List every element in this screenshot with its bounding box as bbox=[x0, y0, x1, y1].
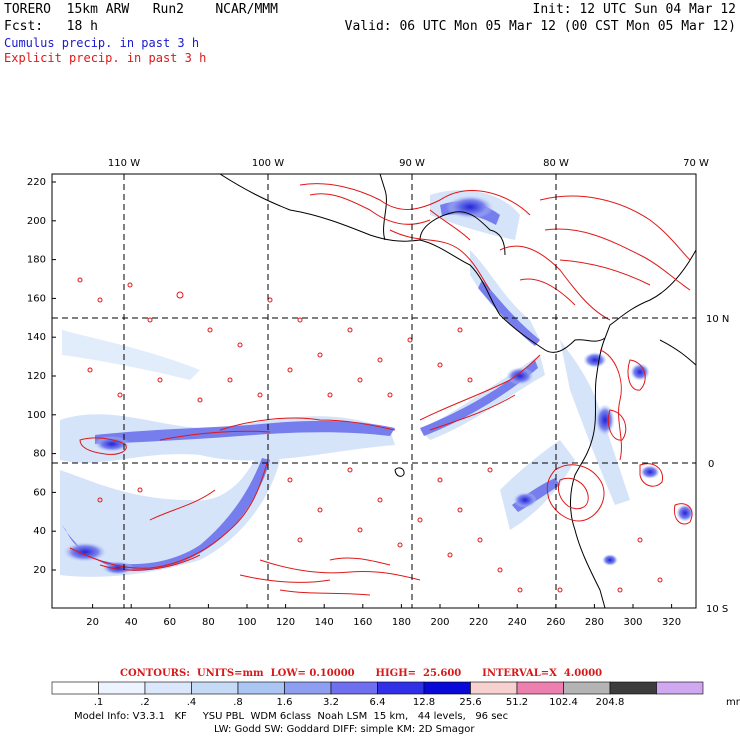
colorbar-swatch bbox=[563, 681, 611, 695]
map-field bbox=[52, 174, 696, 608]
colorbar-swatch bbox=[656, 681, 704, 695]
coastline bbox=[219, 174, 696, 608]
x-tick-label: 260 bbox=[546, 617, 565, 628]
colorbar-label: 204.8 bbox=[596, 697, 625, 708]
colorbar-label: .1 bbox=[94, 697, 104, 708]
colorbar-swatch bbox=[191, 681, 239, 695]
colorbar-swatch bbox=[377, 681, 425, 695]
lon-label: 110 W bbox=[108, 158, 140, 169]
y-tick-label: 40 bbox=[33, 526, 46, 537]
x-tick-label: 220 bbox=[469, 617, 488, 628]
x-tick-label: 80 bbox=[202, 617, 215, 628]
colorbar-swatch bbox=[237, 681, 285, 695]
colorbar-label: 102.4 bbox=[549, 697, 578, 708]
cumulus-legend: Cumulus precip. in past 3 h bbox=[4, 36, 200, 50]
grid-y-ticks: 220 200 180 160 140 120 100 80 60 40 20 bbox=[27, 177, 56, 576]
colorbar-swatch bbox=[330, 681, 378, 695]
x-tick-label: 180 bbox=[392, 617, 411, 628]
explicit-precip-cells bbox=[77, 277, 663, 593]
y-tick-label: 220 bbox=[27, 177, 46, 188]
y-tick-label: 60 bbox=[33, 487, 46, 498]
x-tick-label: 20 bbox=[86, 617, 99, 628]
lat-label: 10 N bbox=[706, 314, 729, 325]
explicit-legend: Explicit precip. in past 3 h bbox=[4, 51, 207, 65]
x-tick-label: 60 bbox=[163, 617, 176, 628]
colorbar-swatch bbox=[98, 681, 146, 695]
model-info-line1: Model Info: V3.3.1 KF YSU PBL WDM 6class… bbox=[74, 711, 509, 722]
y-tick-label: 120 bbox=[27, 371, 46, 382]
colorbar-label: .8 bbox=[233, 697, 243, 708]
model-info-line2: LW: Godd SW: Goddard DIFF: simple KM: 2D… bbox=[214, 724, 475, 735]
y-tick-label: 200 bbox=[27, 216, 46, 227]
x-tick-label: 160 bbox=[353, 617, 372, 628]
grid-x-ticks: 20 40 60 80 100 120 140 160 180 200 220 240 260 280 30… bbox=[86, 604, 681, 628]
explicit-precip-contours bbox=[69, 183, 693, 596]
lon-label: 90 W bbox=[399, 158, 425, 169]
plot-frame bbox=[51, 173, 697, 609]
lon-label: 100 W bbox=[252, 158, 284, 169]
colorbar-swatch bbox=[516, 681, 564, 695]
y-tick-label: 100 bbox=[27, 410, 46, 421]
lat-lon-grid bbox=[52, 174, 696, 608]
y-tick-label: 80 bbox=[33, 449, 46, 460]
lon-label: 70 W bbox=[683, 158, 709, 169]
colorbar-label: 12.8 bbox=[413, 697, 435, 708]
x-tick-label: 200 bbox=[430, 617, 449, 628]
colorbar-label: 1.6 bbox=[277, 697, 293, 708]
x-tick-label: 280 bbox=[585, 617, 604, 628]
x-tick-label: 300 bbox=[623, 617, 642, 628]
init-time: Init: 12 UTC Sun 04 Mar 12 bbox=[532, 2, 737, 17]
lon-label: 80 W bbox=[543, 158, 569, 169]
y-tick-label: 180 bbox=[27, 255, 46, 266]
colorbar-label: 3.2 bbox=[323, 697, 339, 708]
colorbar-unit: mm bbox=[726, 697, 740, 708]
colorbar-label: 6.4 bbox=[370, 697, 386, 708]
x-tick-label: 40 bbox=[125, 617, 138, 628]
colorbar: .1 .2 .4 .8 1.6 3.2 6.4 12.8 25.6 51.2 102.4 204.8 bbox=[51, 681, 704, 708]
lon-labels: 110 W 100 W 90 W 80 W 70 W bbox=[108, 158, 709, 169]
contours-info: CONTOURS: UNITS=mm LOW= 0.10000 HIGH= 25… bbox=[120, 668, 603, 679]
colorbar-label: .4 bbox=[187, 697, 197, 708]
x-tick-label: 320 bbox=[662, 617, 681, 628]
colorbar-swatch bbox=[51, 681, 99, 695]
x-tick-label: 120 bbox=[276, 617, 295, 628]
forecast-hour: Fcst: 18 h bbox=[4, 19, 98, 34]
x-tick-label: 140 bbox=[315, 617, 334, 628]
colorbar-swatch bbox=[609, 681, 657, 695]
x-tick-label: 240 bbox=[508, 617, 527, 628]
lat-label: 0 bbox=[708, 459, 714, 470]
x-tick-label: 100 bbox=[237, 617, 256, 628]
colorbar-swatch bbox=[144, 681, 192, 695]
cumulus-precip-intense bbox=[63, 195, 694, 575]
lat-labels: 10 N 0 10 S bbox=[706, 314, 729, 615]
colorbar-swatch bbox=[423, 681, 471, 695]
valid-time: Valid: 06 UTC Mon 05 Mar 12 (00 CST Mon … bbox=[344, 19, 736, 34]
colorbar-label: 25.6 bbox=[459, 697, 481, 708]
model-title: TORERO 15km ARW Run2 NCAR/MMM bbox=[4, 2, 278, 17]
colorbar-label: .2 bbox=[140, 697, 150, 708]
cumulus-precip-shading bbox=[60, 190, 630, 577]
y-tick-label: 20 bbox=[33, 565, 46, 576]
colorbar-swatch bbox=[284, 681, 332, 695]
y-tick-label: 160 bbox=[27, 293, 46, 304]
lat-label: 10 S bbox=[706, 604, 728, 615]
y-tick-label: 140 bbox=[27, 332, 46, 343]
colorbar-swatch bbox=[470, 681, 518, 695]
colorbar-label: 51.2 bbox=[506, 697, 528, 708]
